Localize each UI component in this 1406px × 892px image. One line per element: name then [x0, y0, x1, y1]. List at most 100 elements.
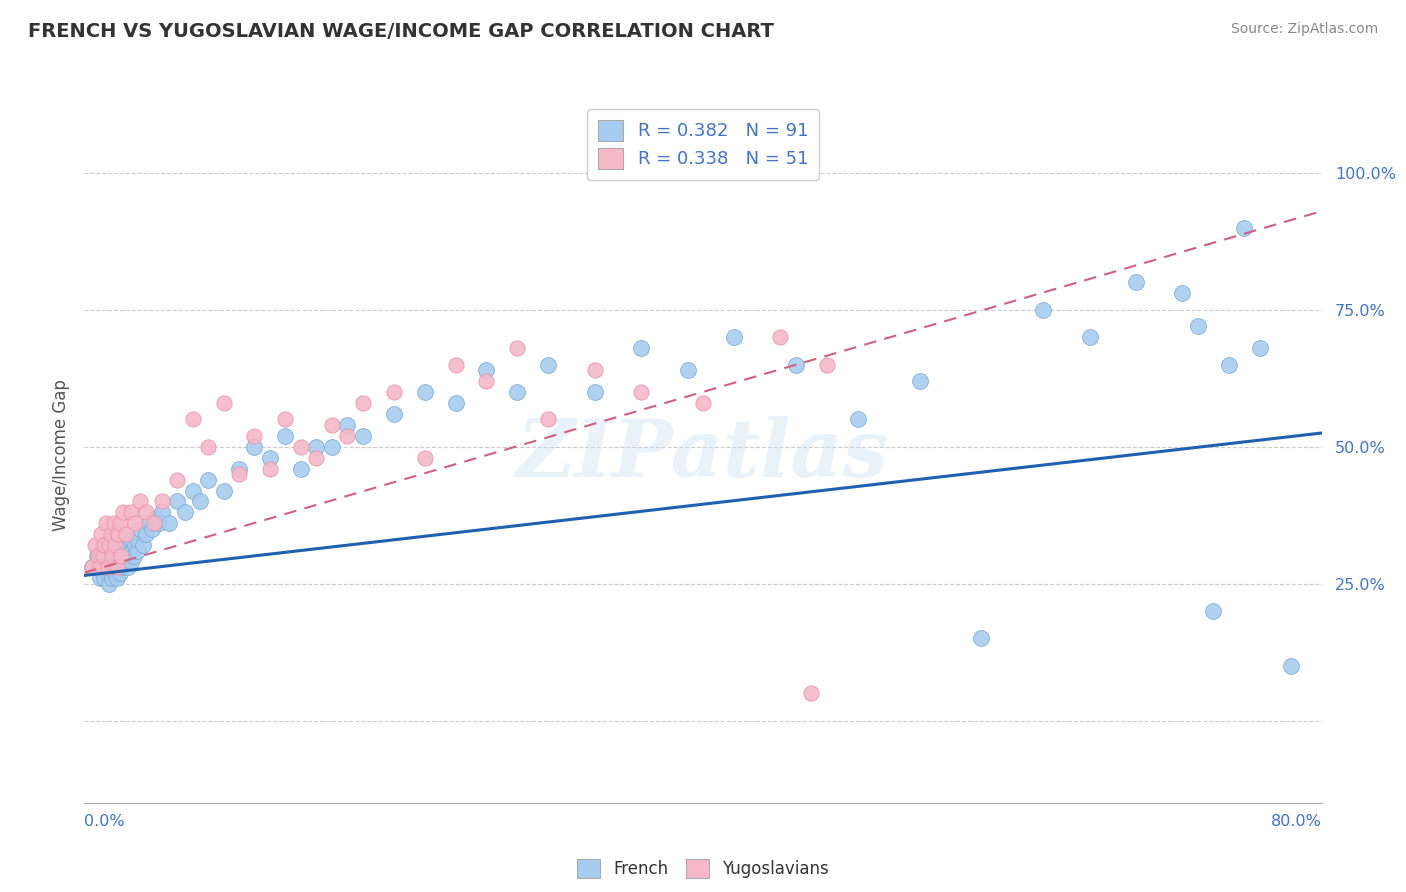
Point: [583, 384, 606, 399]
Point: [100, 566, 122, 580]
Point: [107, 543, 129, 558]
Point: [132, 538, 155, 552]
Point: [82, 560, 104, 574]
Point: [228, 467, 250, 481]
Point: [1218, 358, 1240, 372]
Point: [290, 461, 312, 475]
Point: [382, 384, 405, 399]
Point: [692, 396, 714, 410]
Text: Source: ZipAtlas.com: Source: ZipAtlas.com: [1230, 22, 1378, 37]
Point: [93, 571, 115, 585]
Point: [135, 505, 157, 519]
Point: [91, 560, 114, 574]
Point: [89, 571, 111, 585]
Point: [352, 396, 374, 410]
Point: [1171, 286, 1194, 301]
Point: [100, 527, 122, 541]
Point: [112, 560, 135, 574]
Point: [475, 374, 498, 388]
Point: [143, 516, 166, 531]
Point: [846, 412, 869, 426]
Point: [103, 560, 125, 574]
Point: [537, 358, 560, 372]
Point: [243, 429, 266, 443]
Point: [1202, 604, 1225, 618]
Point: [305, 440, 328, 454]
Point: [1078, 330, 1101, 344]
Point: [243, 440, 266, 454]
Text: ZIPatlas: ZIPatlas: [517, 417, 889, 493]
Point: [87, 549, 110, 564]
Point: [305, 450, 328, 465]
Point: [101, 533, 124, 547]
Point: [908, 374, 931, 388]
Point: [101, 555, 124, 569]
Point: [181, 412, 204, 426]
Point: [166, 473, 188, 487]
Point: [107, 527, 129, 541]
Point: [107, 560, 129, 574]
Point: [94, 516, 117, 531]
Point: [135, 527, 157, 541]
Legend: French, Yugoslavians: French, Yugoslavians: [571, 853, 835, 885]
Point: [93, 538, 115, 552]
Point: [1249, 341, 1271, 355]
Point: [785, 358, 807, 372]
Point: [96, 566, 118, 580]
Point: [336, 429, 359, 443]
Point: [413, 384, 436, 399]
Point: [141, 522, 163, 536]
Point: [212, 396, 235, 410]
Point: [108, 549, 131, 564]
Point: [94, 538, 117, 552]
Point: [413, 450, 436, 465]
Point: [115, 527, 138, 541]
Point: [108, 516, 131, 531]
Point: [125, 543, 148, 558]
Point: [676, 363, 699, 377]
Point: [96, 549, 118, 564]
Point: [98, 576, 121, 591]
Point: [174, 505, 197, 519]
Text: FRENCH VS YUGOSLAVIAN WAGE/INCOME GAP CORRELATION CHART: FRENCH VS YUGOSLAVIAN WAGE/INCOME GAP CO…: [28, 22, 773, 41]
Point: [114, 555, 136, 569]
Point: [101, 549, 124, 564]
Point: [103, 516, 125, 531]
Point: [1187, 319, 1209, 334]
Point: [1279, 658, 1302, 673]
Point: [98, 555, 121, 569]
Point: [188, 494, 211, 508]
Point: [124, 538, 146, 552]
Point: [336, 417, 359, 432]
Point: [815, 358, 838, 372]
Point: [475, 363, 498, 377]
Point: [104, 549, 127, 564]
Point: [86, 549, 108, 564]
Point: [800, 686, 823, 700]
Point: [145, 511, 167, 525]
Point: [321, 440, 343, 454]
Point: [150, 494, 173, 508]
Point: [108, 566, 131, 580]
Text: 80.0%: 80.0%: [1271, 814, 1322, 829]
Point: [91, 538, 114, 552]
Y-axis label: Wage/Income Gap: Wage/Income Gap: [52, 379, 70, 531]
Point: [120, 505, 142, 519]
Point: [89, 549, 111, 564]
Point: [112, 538, 135, 552]
Point: [94, 560, 117, 574]
Point: [101, 571, 124, 585]
Point: [259, 461, 281, 475]
Point: [129, 522, 152, 536]
Point: [127, 533, 149, 547]
Point: [290, 440, 312, 454]
Point: [129, 494, 152, 508]
Point: [105, 571, 128, 585]
Point: [105, 555, 128, 569]
Point: [110, 549, 132, 564]
Point: [89, 560, 111, 574]
Point: [444, 358, 467, 372]
Point: [91, 549, 114, 564]
Point: [114, 533, 136, 547]
Text: 0.0%: 0.0%: [84, 814, 125, 829]
